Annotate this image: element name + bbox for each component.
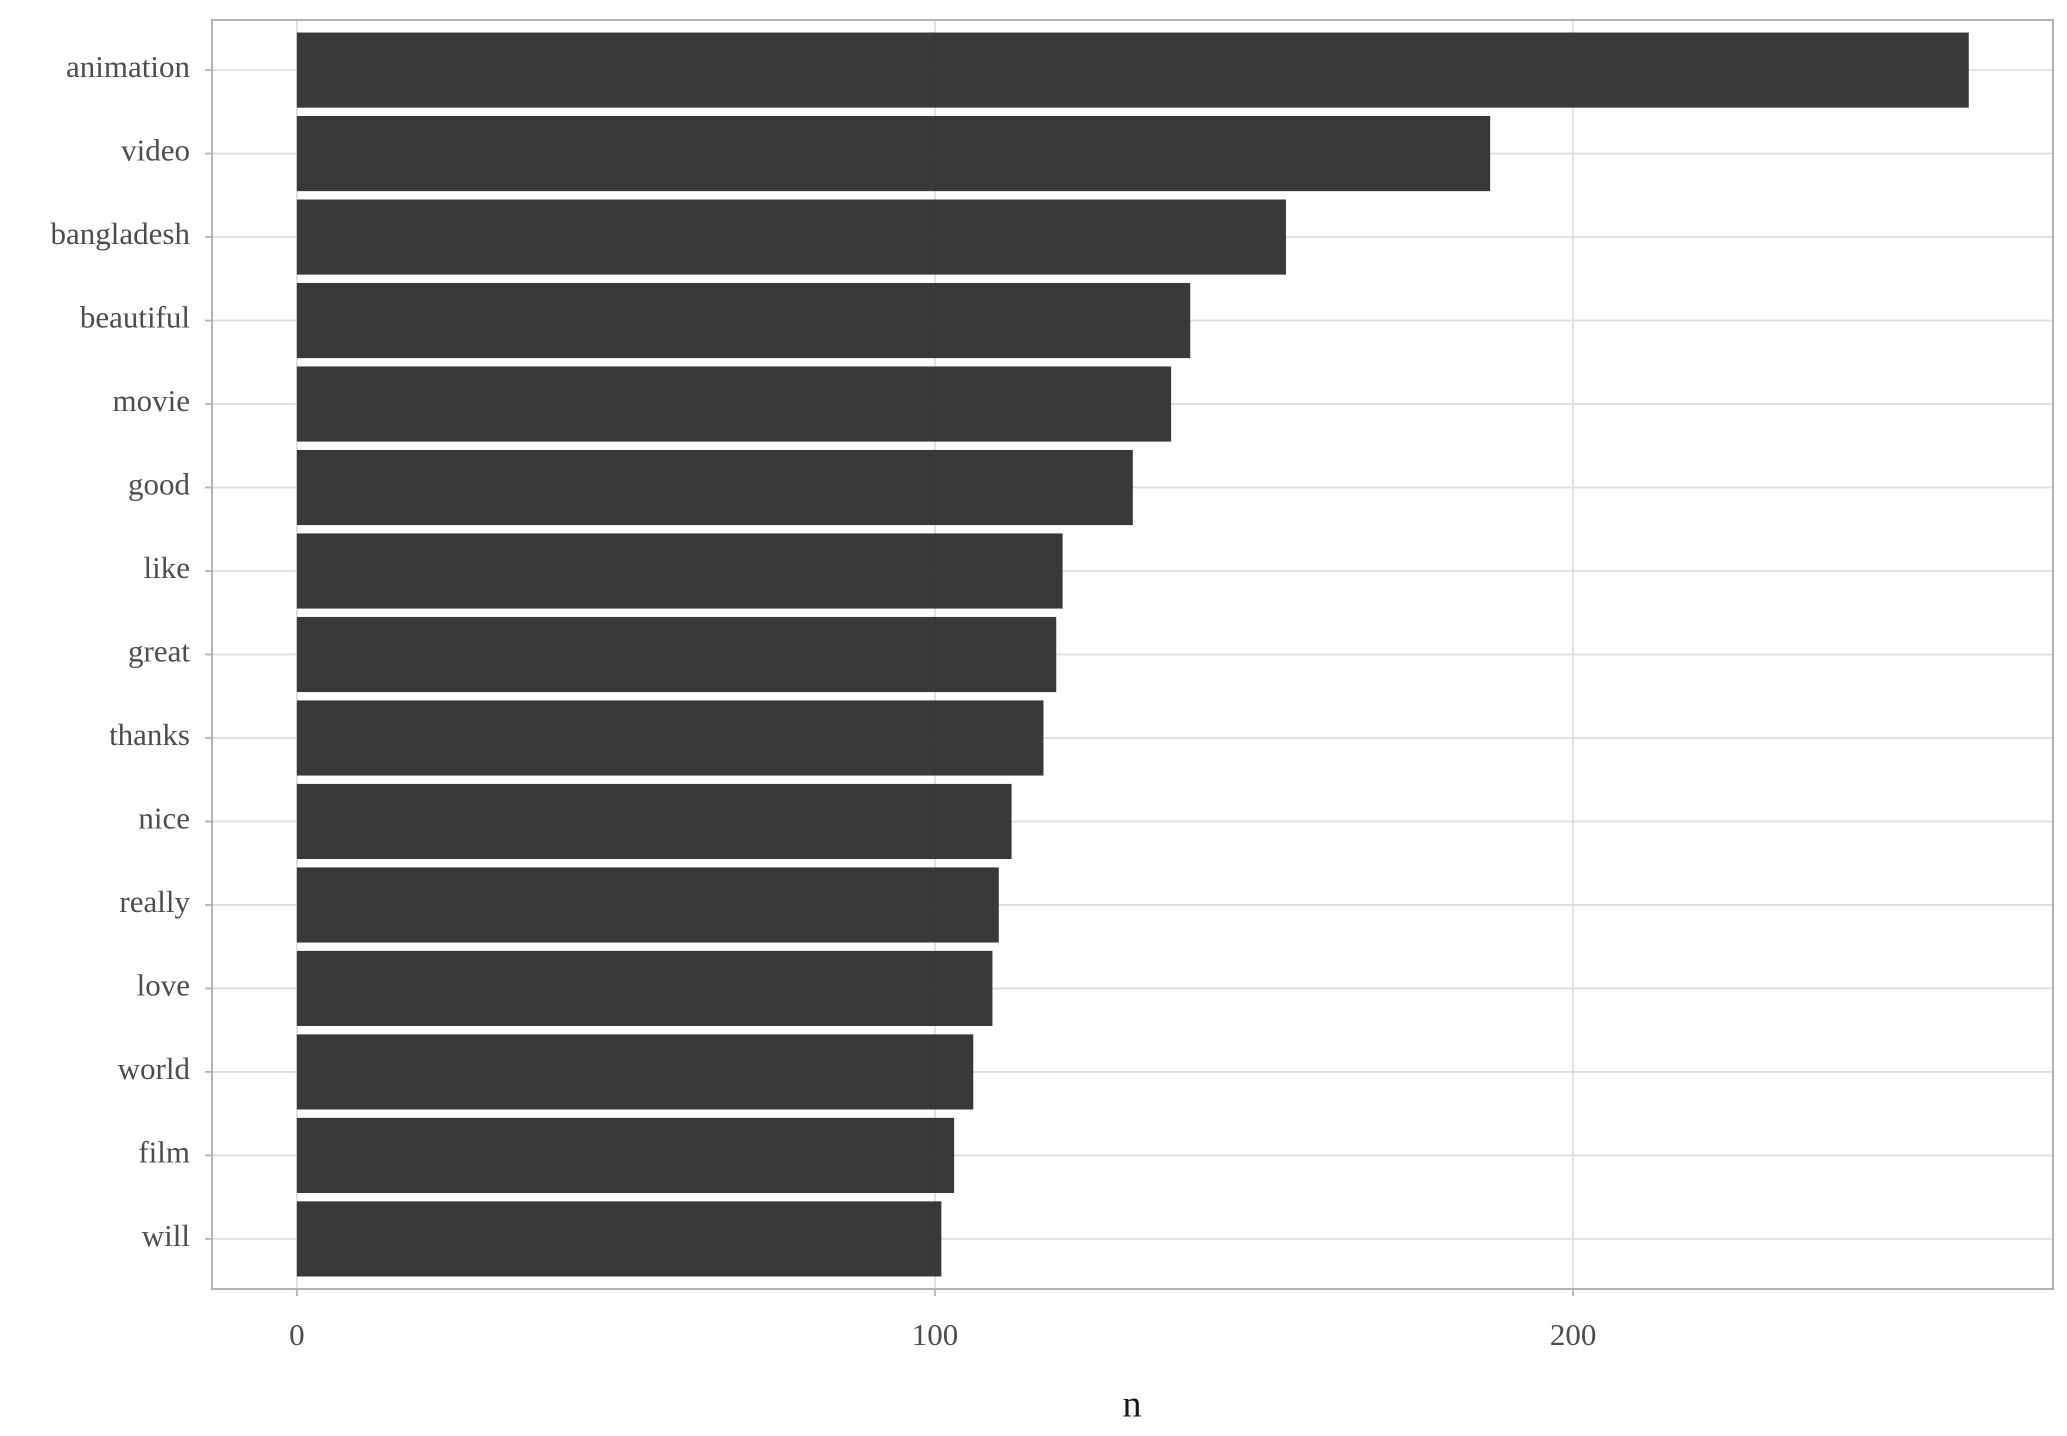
- bar: [296, 449, 1133, 526]
- y-tick-label: animation: [66, 49, 190, 84]
- y-tick-label: really: [119, 884, 190, 919]
- y-tick-label: will: [142, 1218, 190, 1253]
- x-tick-label: 100: [912, 1317, 959, 1352]
- x-tick-label: 0: [289, 1317, 305, 1352]
- bar: [296, 533, 1063, 609]
- y-tick-label: bangladesh: [51, 216, 191, 251]
- bar: [296, 783, 1012, 860]
- bar: [296, 116, 1491, 192]
- y-tick-label: video: [121, 133, 190, 168]
- bar: [296, 616, 1057, 693]
- bar: [296, 700, 1044, 776]
- bar: [296, 32, 1969, 108]
- y-tick-label: love: [137, 968, 190, 1003]
- bar: [296, 366, 1172, 442]
- bar: [296, 199, 1286, 275]
- bar: [296, 1034, 974, 1110]
- bar: [296, 867, 999, 943]
- y-tick-label: good: [128, 467, 191, 502]
- y-tick-label: film: [138, 1135, 190, 1170]
- bar: [296, 282, 1191, 359]
- x-tick-label: 200: [1550, 1317, 1597, 1352]
- y-tick-label: like: [144, 550, 191, 585]
- y-tick-label: movie: [113, 383, 191, 418]
- y-tick-label: world: [118, 1051, 191, 1086]
- y-tick-label: great: [128, 634, 190, 669]
- bar: [296, 1201, 942, 1277]
- y-tick-label: nice: [138, 801, 190, 836]
- bar: [296, 950, 993, 1027]
- bar: [296, 1117, 955, 1193]
- x-axis-title: n: [1123, 1384, 1142, 1426]
- y-tick-label: thanks: [109, 717, 190, 752]
- y-tick-label: beautiful: [80, 300, 190, 335]
- panel-border: [211, 19, 2054, 1290]
